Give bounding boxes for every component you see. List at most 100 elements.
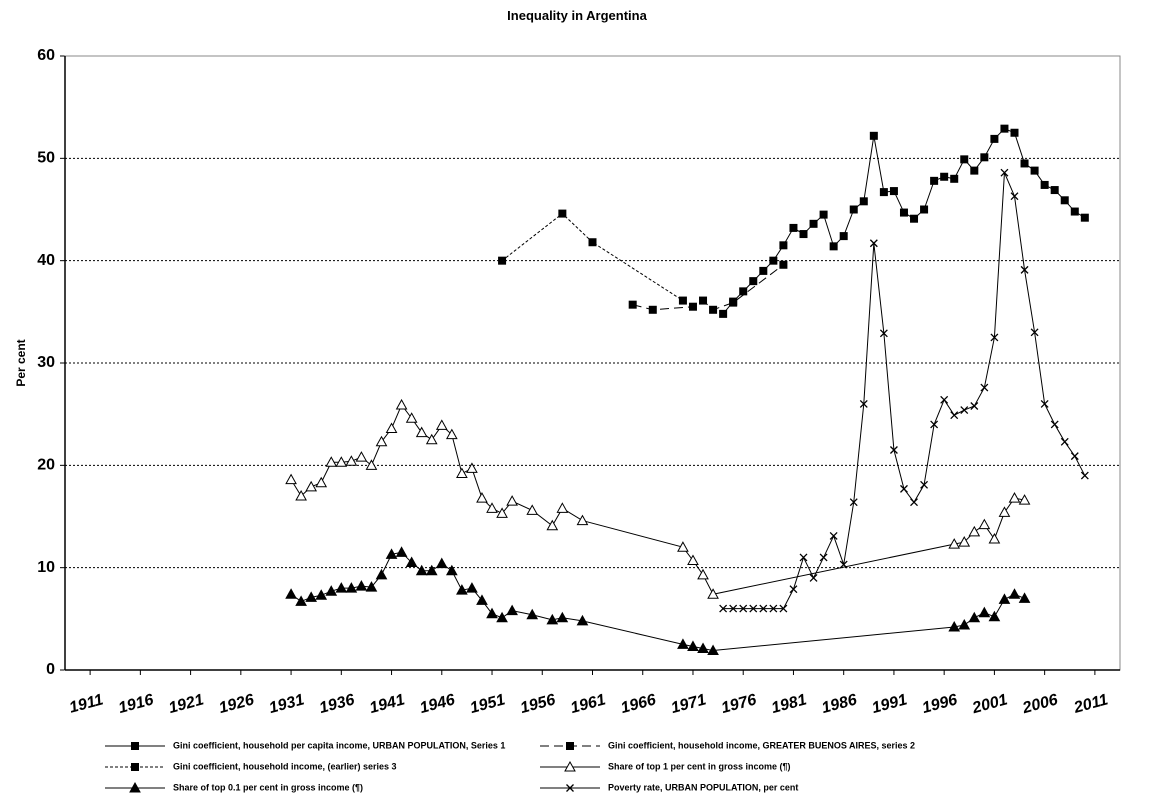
marker: [950, 174, 959, 183]
marker: [859, 399, 868, 408]
marker: [839, 232, 848, 241]
marker: [849, 498, 858, 507]
marker: [1030, 166, 1039, 175]
marker: [506, 495, 518, 506]
legend-marker: [564, 760, 576, 772]
marker: [1020, 159, 1029, 168]
marker: [920, 205, 929, 214]
marker: [506, 604, 518, 616]
marker: [405, 412, 418, 423]
legend-label: Gini coefficient, household income, (ear…: [173, 761, 397, 771]
marker: [789, 585, 798, 594]
marker: [678, 296, 687, 305]
marker: [445, 428, 458, 440]
marker: [466, 462, 478, 473]
y-tick-label: 30: [37, 354, 55, 371]
marker: [345, 582, 358, 593]
y-tick-label: 50: [37, 150, 55, 167]
marker: [325, 456, 338, 467]
marker: [960, 406, 969, 415]
marker: [779, 241, 788, 250]
marker: [385, 422, 398, 433]
marker: [697, 568, 709, 580]
marker: [285, 473, 297, 485]
marker: [365, 459, 378, 470]
marker: [558, 209, 567, 218]
marker: [1070, 452, 1079, 461]
marker: [295, 490, 307, 501]
marker: [789, 223, 798, 232]
marker: [588, 238, 597, 247]
marker: [1010, 192, 1019, 201]
legend-marker: [129, 781, 141, 793]
marker: [829, 242, 838, 251]
marker: [456, 584, 468, 595]
marker: [415, 564, 428, 576]
series-line: [501, 212, 684, 301]
marker: [839, 560, 848, 569]
legend-marker: [566, 742, 574, 750]
marker: [466, 582, 478, 593]
marker: [707, 588, 719, 599]
marker: [729, 298, 738, 307]
legend-label: Share of top 0.1 per cent in gross incom…: [173, 782, 363, 792]
legend-label: Poverty rate, URBAN POPULATION, per cent: [608, 782, 798, 792]
marker: [355, 451, 368, 462]
marker: [1000, 168, 1009, 177]
marker: [576, 614, 589, 626]
marker: [486, 502, 498, 513]
marker: [769, 604, 778, 613]
marker: [948, 620, 961, 632]
marker: [910, 214, 919, 223]
marker: [849, 205, 858, 214]
marker: [869, 239, 878, 248]
marker: [1080, 471, 1089, 480]
marker: [707, 644, 719, 656]
y-tick-label: 0: [46, 661, 55, 678]
marker: [889, 187, 898, 196]
marker: [819, 210, 828, 219]
marker: [799, 230, 808, 239]
marker: [496, 507, 508, 518]
marker: [687, 554, 699, 566]
marker: [910, 498, 918, 507]
marker: [990, 134, 999, 143]
marker: [719, 309, 728, 318]
marker: [970, 166, 979, 175]
marker: [759, 266, 768, 275]
marker: [546, 519, 559, 531]
marker: [325, 585, 338, 596]
marker: [556, 611, 569, 623]
marker: [435, 419, 448, 430]
marker: [1050, 186, 1059, 195]
marker: [889, 446, 898, 454]
marker: [456, 467, 468, 479]
marker: [546, 613, 559, 625]
marker: [998, 593, 1011, 604]
marker: [930, 420, 939, 429]
marker: [988, 610, 1001, 622]
marker: [980, 383, 989, 392]
marker: [476, 492, 488, 503]
marker: [415, 426, 428, 438]
marker: [697, 642, 709, 654]
legend-marker: [131, 742, 139, 750]
marker: [365, 581, 378, 592]
marker: [990, 333, 999, 342]
marker: [940, 172, 949, 181]
marker: [859, 197, 868, 206]
marker: [729, 604, 738, 613]
marker: [948, 538, 961, 549]
marker: [435, 557, 448, 569]
marker: [1008, 588, 1021, 599]
marker: [1000, 124, 1009, 133]
marker: [879, 188, 888, 197]
marker: [648, 305, 657, 314]
marker: [1040, 399, 1049, 408]
marker: [445, 564, 458, 576]
y-tick-label: 60: [37, 47, 55, 64]
marker: [739, 287, 748, 296]
y-axis-label: Per cent: [14, 339, 28, 386]
y-tick-label: 40: [37, 252, 55, 269]
marker: [496, 611, 508, 623]
